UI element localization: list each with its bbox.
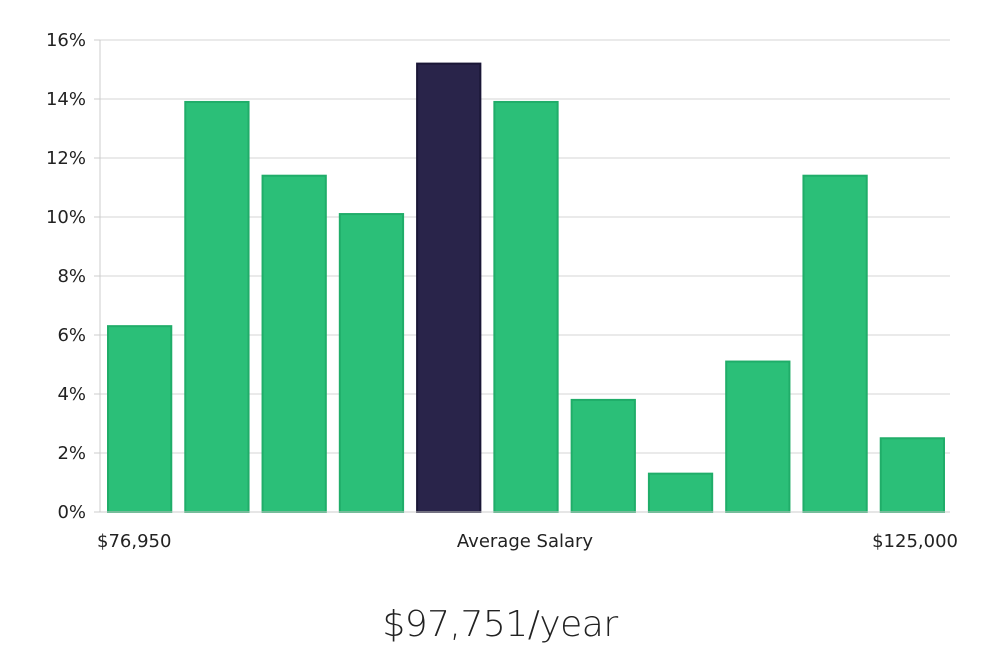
y-axis: 0% 2% 4% 6% 8% 10% 12% 14% 16% <box>46 30 950 523</box>
x-label-min: $76,950 <box>97 531 171 552</box>
bars <box>107 62 946 514</box>
y-tick-label: 4% <box>57 384 86 405</box>
y-tick-label: 2% <box>57 443 86 464</box>
y-tick-label: 14% <box>46 89 86 110</box>
y-tick-label: 12% <box>46 148 86 169</box>
x-axis: $76,950 Average Salary $125,000 <box>97 531 958 552</box>
bar <box>493 100 559 513</box>
y-tick-label: 0% <box>57 502 86 523</box>
y-tick-label: 10% <box>46 207 86 228</box>
bar <box>570 398 636 513</box>
bar-average-salary <box>416 62 482 513</box>
bar <box>338 213 405 514</box>
bar <box>879 437 946 513</box>
bar <box>261 174 327 513</box>
y-tick-label: 16% <box>46 30 86 51</box>
bar <box>184 100 250 513</box>
bar <box>725 360 791 513</box>
bar <box>107 325 173 513</box>
bar <box>647 472 714 513</box>
salary-histogram-chart: 0% 2% 4% 6% 8% 10% 12% 14% 16% $76,950 Average S… <box>46 30 958 552</box>
average-salary-value: $97,751/year <box>382 604 618 645</box>
y-tick-label: 6% <box>57 325 86 346</box>
x-label-max: $125,000 <box>872 531 958 552</box>
y-tick-label: 8% <box>57 266 86 287</box>
bar <box>802 174 868 513</box>
x-label-average: Average Salary <box>457 531 594 552</box>
